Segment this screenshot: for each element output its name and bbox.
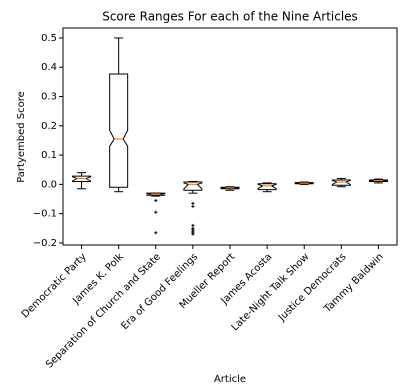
y-tick-label: 0.5 — [41, 33, 57, 44]
box — [294, 182, 314, 185]
box — [368, 179, 388, 182]
y-tick-label: 0.1 — [41, 150, 57, 161]
box — [109, 73, 129, 188]
box — [183, 181, 203, 191]
y-tick-label: −0.2 — [33, 238, 57, 249]
outlier — [154, 198, 158, 202]
outlier — [191, 223, 195, 227]
box — [220, 186, 240, 190]
box — [146, 192, 166, 196]
box — [331, 179, 351, 186]
outlier — [154, 231, 158, 235]
chart-title: Score Ranges For each of the Nine Articl… — [102, 10, 358, 24]
y-tick-label: −0.1 — [33, 209, 57, 220]
y-tick-label: 0.4 — [41, 62, 57, 73]
box — [72, 175, 92, 182]
outlier — [154, 210, 158, 214]
x-tick-label: Democratic Party — [20, 251, 89, 320]
x-tick-label: Justice Democrats — [276, 251, 349, 324]
outlier — [191, 201, 195, 205]
outlier — [191, 232, 195, 236]
y-tick-label: 0.3 — [41, 92, 57, 103]
y-tick-label: 0.0 — [41, 179, 57, 190]
y-axis-label: Partyembed Score — [16, 91, 27, 183]
box — [257, 183, 277, 191]
outlier — [191, 204, 195, 208]
y-tick-label: 0.2 — [41, 121, 57, 132]
x-axis-label: Article — [214, 374, 246, 385]
